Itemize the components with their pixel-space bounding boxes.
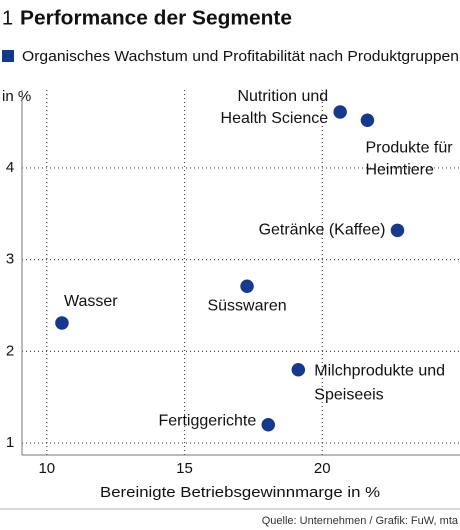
figure-number: 1 [2,7,13,29]
point-label-line: Milchprodukte und [314,363,445,380]
chart-title: Performance der Segmente [20,7,292,29]
point-label-line: Fertiggerichte [158,413,256,430]
subtitle: Organisches Wachstum und Profitabilität … [22,48,459,65]
x-tick-label: 10 [38,460,55,477]
point-label: Fertiggerichte [158,413,256,430]
point [259,415,278,434]
legend-swatch [2,50,14,62]
x-axis-label: Bereinigte Betriebsgewinnmarge in % [100,484,380,501]
point-label-line: Health Science [221,110,329,127]
x-tick-label: 20 [314,460,331,477]
point [289,360,308,379]
point-label: Wasser [64,293,118,310]
point [237,277,257,296]
point-label: Milchprodukte und Speiseeis [314,363,445,404]
point-label-line: Produkte für [365,139,453,156]
point-label-line: Speiseeis [314,387,383,404]
y-tick-label: 2 [6,342,14,359]
point-label: Getränke (Kaffee) [259,222,386,239]
y-axis-label: in % [2,88,31,105]
y-tick-label: 3 [6,251,14,268]
point-label: Nutrition und Health Science [221,88,329,127]
source: Quelle: Unternehmen / Grafik: FuW, mta [262,515,459,527]
point-label: Süsswaren [207,297,286,314]
point-label-line: Nutrition und [237,88,328,105]
point-label: Produkte für Heimtiere [365,139,453,178]
point [52,313,72,333]
point [388,221,407,240]
point-label-line: Süsswaren [207,297,286,314]
point-label-line: Heimtiere [365,161,434,178]
point [330,102,350,122]
point [358,111,377,130]
point-label-line: Getränke (Kaffee) [259,222,386,239]
y-tick-label: 1 [6,434,14,451]
point-label-line: Wasser [64,293,118,310]
y-tick-label: 4 [6,159,14,176]
x-tick-label: 15 [176,460,193,477]
